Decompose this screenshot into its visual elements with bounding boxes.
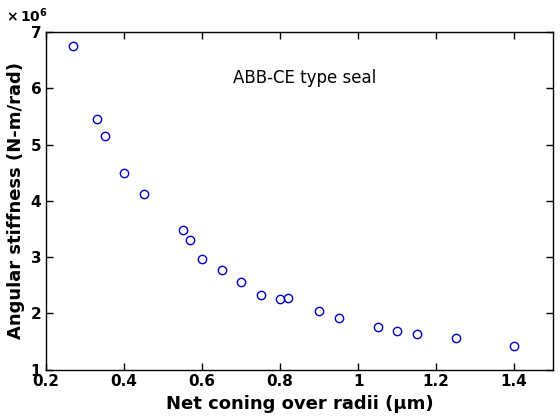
- Text: $\times\,10^6$: $\times\,10^6$: [6, 7, 48, 25]
- Text: ABB-CE type seal: ABB-CE type seal: [234, 68, 376, 87]
- X-axis label: Net coning over radii (μm): Net coning over radii (μm): [166, 395, 433, 413]
- Y-axis label: Angular stiffness (N-m/rad): Angular stiffness (N-m/rad): [7, 62, 25, 339]
